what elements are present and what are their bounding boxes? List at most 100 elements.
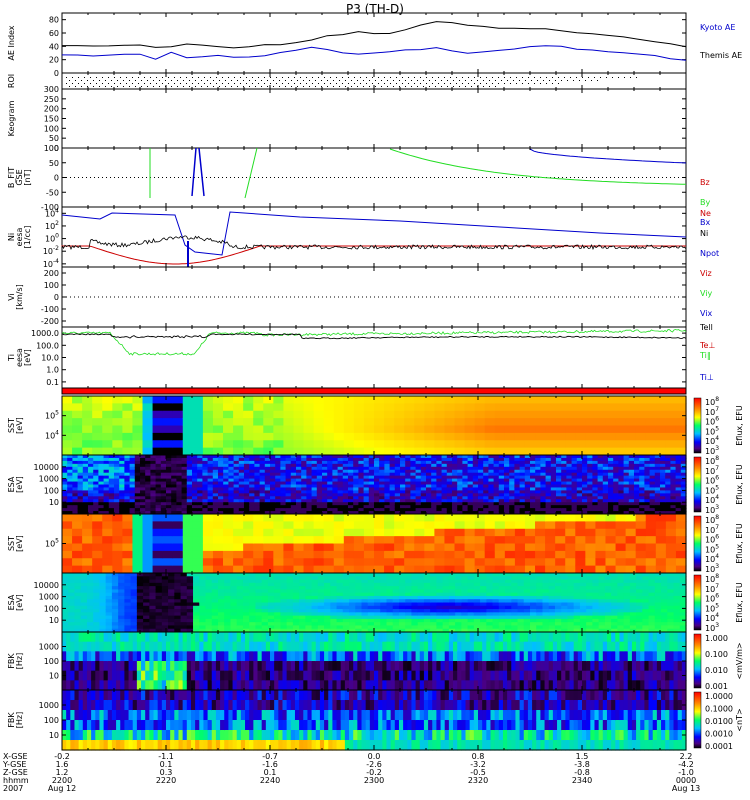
bfit-by-curve (389, 148, 687, 185)
bfit-ytick-label-3: -50 (46, 188, 59, 197)
t-ytick-label-3: 1.0 (46, 366, 59, 375)
t-ylabel-1: eesa (15, 348, 24, 367)
t-ytick-label-2: 10.0 (41, 354, 59, 363)
esa_e-cbar-tick-5: 103 (705, 504, 719, 515)
xtick-label-5-2: -0.8 (574, 768, 590, 777)
xtick-label-6-2: -1.0 (678, 768, 694, 777)
sst_e-cbar-tick-1: 107 (705, 406, 719, 417)
bfit-ylabel-0: B_FIT (7, 167, 16, 188)
esa_i-ytick-label-1: 1000 (39, 593, 59, 602)
keogram-ytick-label-0: 300 (44, 85, 59, 94)
fbk_b-cbar-tick-0: 1.0000 (705, 692, 733, 701)
xtick-label-1-1: 0.1 (160, 760, 173, 769)
ae-series-1 (61, 45, 687, 61)
t-legend-0: Tell (699, 323, 713, 332)
ae-frame (61, 12, 687, 74)
sst_e-cbar-tick-4: 104 (705, 435, 719, 446)
xtick-label-0-1: 1.6 (56, 760, 69, 769)
ae-ylabel-0: AE Index (7, 25, 16, 60)
xtick-label-0-2: 1.2 (56, 768, 69, 777)
fbk_b-ylabel-0: FBK (7, 712, 16, 728)
esa_i-cbar-tick-1: 107 (705, 583, 719, 594)
fbk_b-cbar-tick-2: 0.0100 (705, 717, 733, 726)
bfit-ytick-label-0: 100 (44, 144, 59, 153)
bfit-ytick-label-4: -100 (41, 203, 59, 212)
esa_e-cbar-tick-1: 107 (705, 465, 719, 476)
v-ylabel-0: Vi (7, 293, 16, 301)
sst_i-cbar-label: Eflux, EFU (735, 523, 744, 564)
sst_e-ytick-label-1: 104 (45, 429, 59, 440)
fbk_e-ylabel-0: FBK (7, 653, 16, 669)
xtick-label-5-3: 2340 (572, 776, 592, 785)
roi-ylabel-0: ROI (7, 74, 16, 88)
t-legend-3: Ti⊥ (699, 373, 714, 382)
bfit-bx-1 (191, 147, 205, 197)
n-frame (61, 206, 687, 268)
esa_i-colorbar (693, 574, 702, 631)
n-ytick-label-0: 104 (45, 207, 59, 218)
xtick-label-0-4: Aug 12 (48, 784, 76, 793)
bfit-bx-curve (529, 148, 687, 164)
n-ytick-label-2: 100 (45, 233, 59, 244)
t-ytick-label-4: 0.1 (46, 378, 59, 387)
fbk_e-ytick-label-1: 100 (44, 657, 59, 666)
sst_e-cbar-tick-5: 103 (705, 445, 719, 456)
xtick-label-6-0: 2.2 (680, 752, 693, 761)
sst_i-cbar-tick-3: 105 (705, 543, 719, 554)
sst_i-cbar-tick-4: 104 (705, 553, 719, 564)
esa_i-cbar-tick-4: 104 (705, 612, 719, 623)
xtick-label-0-0: -0.2 (54, 752, 70, 761)
esa_e-cbar-label: Eflux, EFU (735, 464, 744, 505)
esa_e-ylabel-1: [eV] (15, 476, 24, 493)
fbk_e-ytick-label-0: 1000 (39, 643, 59, 652)
bfit-legend-1: By (700, 198, 710, 207)
esa_i-cbar-tick-3: 105 (705, 602, 719, 613)
xtick-label-6-1: -4.2 (678, 760, 694, 769)
fbk_e-spectrogram (62, 632, 687, 691)
fbk_e-cbar-tick-3: 0.001 (705, 682, 728, 691)
sst_i-cbar-tick-2: 106 (705, 534, 719, 545)
t-legend-2: Ti‖ (699, 351, 711, 360)
sst_i-ylabel-1: [eV] (15, 535, 24, 552)
esa_i-cbar-tick-0: 108 (705, 573, 719, 584)
n-legend-0: Ne (700, 209, 711, 218)
xtick-label-4-0: 0.8 (472, 752, 485, 761)
t-ylabel-2: [eV] (23, 349, 32, 366)
n-ytick-label-4: 10-4 (43, 258, 59, 269)
keogram-frame (61, 88, 687, 149)
t-legend-1: Te⊥ (699, 341, 715, 350)
fbk_e-cbar-tick-0: 1.000 (705, 634, 728, 643)
fbk_b-colorbar (693, 691, 702, 749)
sst_e-cbar-tick-2: 106 (705, 416, 719, 427)
esa_e-cbar-tick-0: 108 (705, 455, 719, 466)
keogram-ytick-label-5: 50 (49, 134, 59, 143)
sst_e-cbar-tick-3: 105 (705, 425, 719, 436)
sst_i-cbar-tick-0: 108 (705, 514, 719, 525)
v-ylabel-1: [km/s] (15, 284, 24, 310)
xtick-label-5-0: 1.5 (576, 752, 589, 761)
fbk_b-ytick-label-0: 1000 (39, 701, 59, 710)
sst_e-ylabel-0: SST (7, 418, 16, 433)
xtick-label-1-3: 2220 (156, 776, 176, 785)
sst_i-spectrogram (62, 514, 687, 574)
bfit-ytick-label-1: 50 (49, 159, 59, 168)
bfit-ylabel-2: [nT] (23, 169, 32, 185)
xtick-label-2-0: -0.7 (262, 752, 278, 761)
keogram-ytick-label-2: 200 (44, 105, 59, 114)
n-npot (61, 211, 687, 256)
ae-ytick-label-1: 60 (49, 29, 59, 38)
n-legend-1: Ni (700, 229, 708, 238)
xtick-label-6-3: 0000 (676, 776, 696, 785)
fbk_b-ytick-label-1: 100 (44, 716, 59, 725)
sst_i-cbar-tick-5: 103 (705, 563, 719, 574)
n-ylabel-0: Ni (7, 233, 16, 241)
xaxis-row-label-0: X-GSE (3, 752, 28, 761)
keogram-ytick-label-1: 250 (44, 95, 59, 104)
keogram-ytick-label-3: 150 (44, 115, 59, 124)
v-legend-0: Viz (700, 269, 712, 278)
sst_i-ytick-label-0: 105 (45, 538, 59, 549)
fbk_e-ylabel-1: [Hz] (15, 653, 24, 669)
fbk_e-cbar-tick-2: 0.010 (705, 666, 728, 675)
fbk_b-cbar-tick-1: 0.1000 (705, 705, 733, 714)
